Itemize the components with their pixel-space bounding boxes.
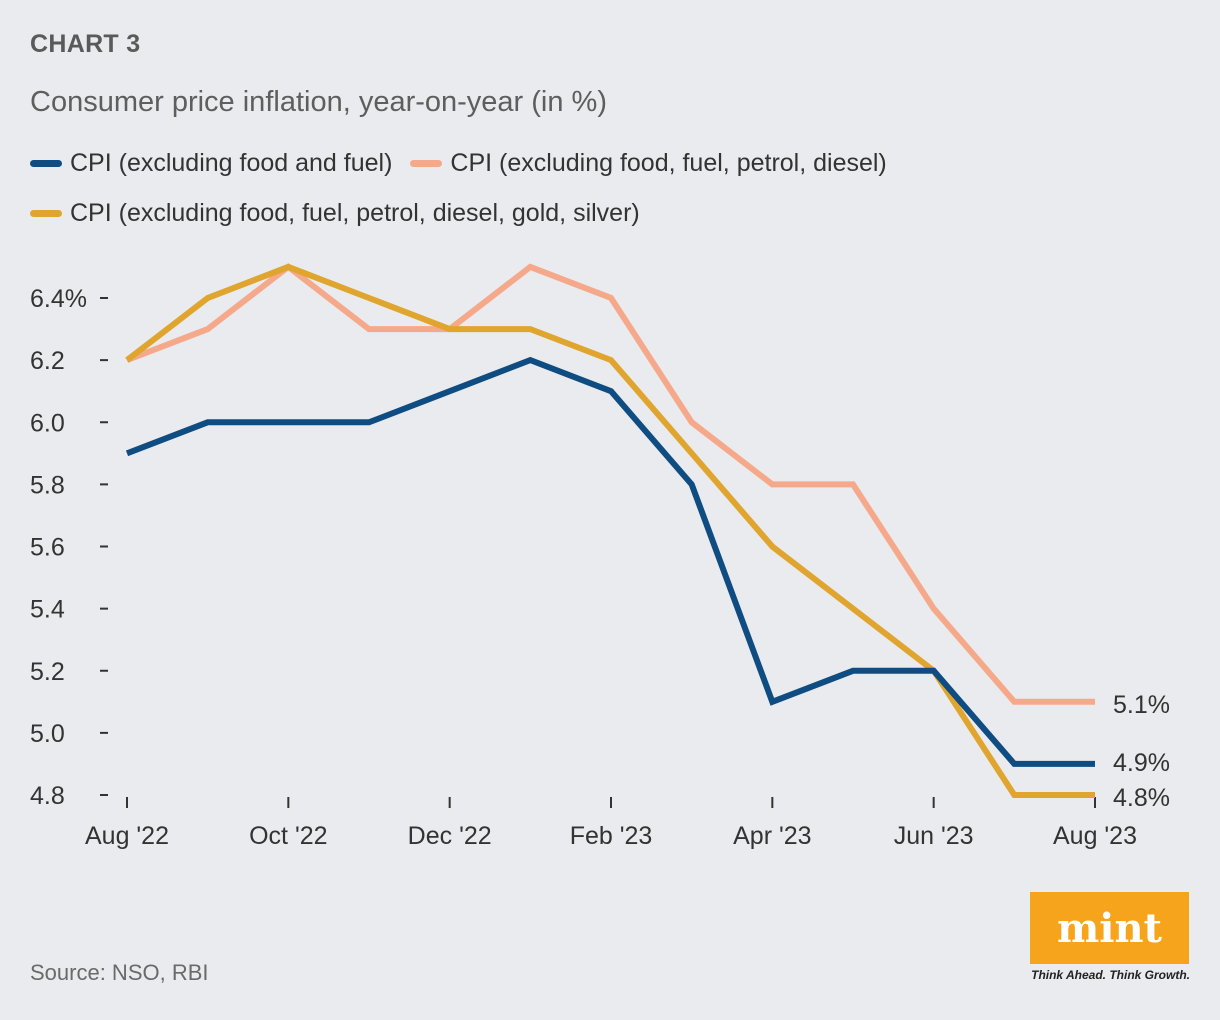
x-tick-label: Jun '23 — [894, 822, 974, 850]
y-tick-label: 6.4% — [30, 285, 87, 313]
legend-row-2: CPI (excluding food, fuel, petrol, diese… — [30, 196, 905, 230]
x-tick-label: Aug '23 — [1053, 822, 1137, 850]
x-tick-label: Dec '22 — [408, 822, 492, 850]
chart-subtitle: Consumer price inflation, year-on-year (… — [30, 86, 607, 118]
y-tick-label: 6.2 — [30, 347, 65, 375]
y-tick-label: 5.0 — [30, 720, 65, 748]
x-tick-label: Apr '23 — [733, 822, 811, 850]
series-line-0 — [125, 356, 1095, 767]
end-label-0: 4.9% — [1113, 749, 1170, 777]
y-tick-label: 5.4 — [30, 596, 65, 624]
legend-label-cpi-ex-fuel: CPI (excluding food, fuel, petrol, diese… — [450, 148, 887, 177]
x-tick-label: Feb '23 — [570, 822, 653, 850]
x-tick-label: Oct '22 — [249, 822, 327, 850]
mint-tagline: Think Ahead. Think Growth. — [1031, 968, 1190, 982]
y-tick-label: 4.8 — [30, 782, 65, 810]
source-note: Source: NSO, RBI — [30, 960, 209, 985]
legend: CPI (excluding food and fuel) CPI (exclu… — [30, 146, 905, 246]
legend-swatch-cpi-ex-fuel — [410, 159, 443, 167]
legend-item-core-cpi: CPI (excluding food and fuel) — [30, 149, 392, 178]
legend-swatch-core-cpi — [30, 159, 62, 167]
legend-swatch-cpi-ex-gold — [30, 209, 62, 217]
legend-item-cpi-ex-fuel: CPI (excluding food, fuel, petrol, diese… — [410, 148, 887, 178]
legend-item-cpi-ex-gold: CPI (excluding food, fuel, petrol, diese… — [30, 199, 640, 228]
chart-kicker: CHART 3 — [30, 30, 141, 58]
y-tick-label: 5.6 — [30, 534, 65, 562]
legend-label-cpi-ex-gold: CPI (excluding food, fuel, petrol, diese… — [70, 198, 640, 227]
mint-logo-text: mint — [1056, 904, 1163, 952]
mint-logo: mint — [1030, 892, 1189, 964]
series-line-1 — [125, 263, 1095, 705]
x-tick-label: Aug '22 — [85, 822, 169, 850]
y-tick-label: 5.2 — [30, 658, 65, 686]
end-label-2: 4.8% — [1113, 784, 1170, 812]
legend-label-core-cpi: CPI (excluding food and fuel) — [70, 148, 393, 177]
y-tick-label: 5.8 — [30, 471, 65, 499]
series-line-2 — [125, 263, 1095, 798]
legend-row-1: CPI (excluding food and fuel) CPI (exclu… — [30, 146, 905, 180]
y-tick-label: 6.0 — [30, 409, 65, 437]
end-label-1: 5.1% — [1113, 691, 1170, 719]
